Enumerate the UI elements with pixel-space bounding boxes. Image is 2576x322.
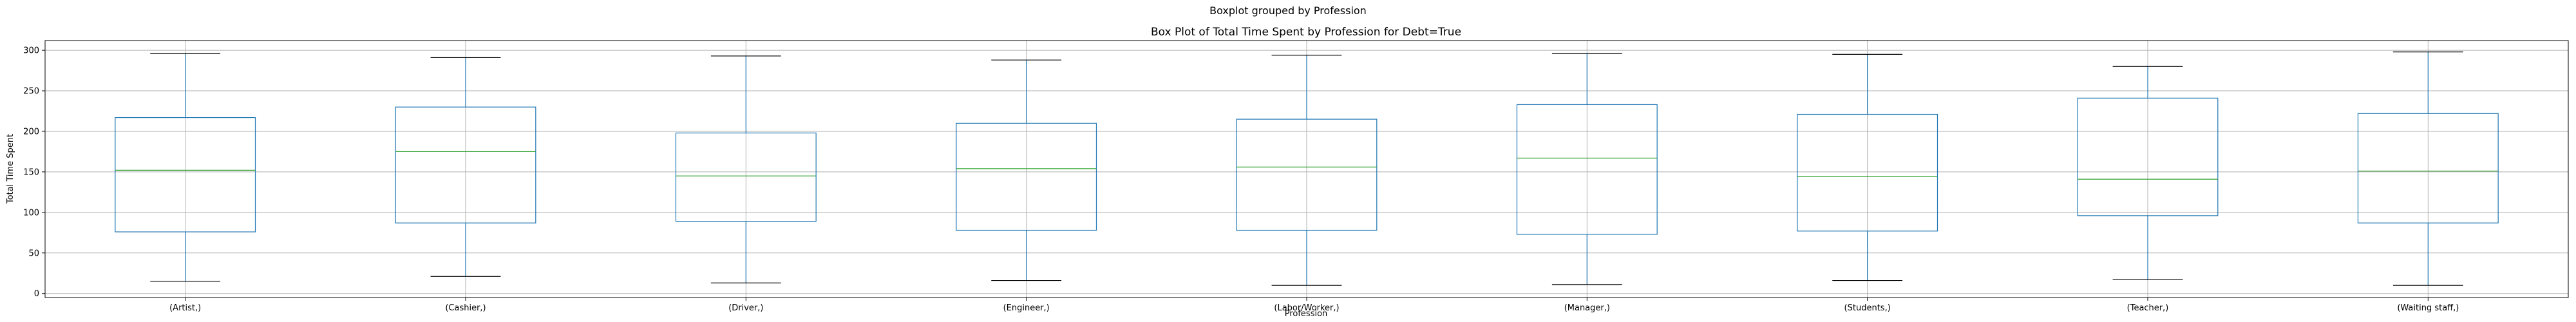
y-tick-label: 300 xyxy=(23,46,39,56)
y-axis-label: Total Time Spent xyxy=(6,134,15,204)
box-body xyxy=(1516,104,1658,235)
x-tick-label: (Teacher,) xyxy=(2127,303,2169,313)
box-body xyxy=(2357,113,2499,223)
box-body xyxy=(1797,113,1938,232)
box-body xyxy=(956,122,1097,231)
x-tick-label: (Driver,) xyxy=(728,303,763,313)
y-tick-label: 150 xyxy=(23,167,39,177)
box-group xyxy=(956,59,1097,281)
box-group xyxy=(2357,52,2499,286)
x-tick-label: (Students,) xyxy=(1844,303,1891,313)
box-group xyxy=(395,57,536,277)
box-group xyxy=(115,53,256,282)
box-group xyxy=(1236,55,1378,286)
box-body xyxy=(675,132,817,222)
box-group xyxy=(675,55,817,283)
y-tick-label: 100 xyxy=(23,208,39,218)
y-tick-label: 0 xyxy=(34,289,39,299)
x-tick-label: (Labor/Worker,) xyxy=(1274,303,1339,313)
box-body xyxy=(2077,97,2219,216)
box-body xyxy=(395,106,536,223)
x-axis-label: Profession xyxy=(1285,309,1328,319)
box-body xyxy=(115,117,256,232)
x-tick-label: (Manager,) xyxy=(1564,303,1610,313)
x-tick-label: (Artist,) xyxy=(169,303,201,313)
chart-title: Box Plot of Total Time Spent by Professi… xyxy=(1151,26,1461,39)
x-tick-label: (Cashier,) xyxy=(445,303,486,313)
figure-suptitle: Boxplot grouped by Profession xyxy=(1209,5,1367,17)
x-tick-label: (Engineer,) xyxy=(1003,303,1050,313)
y-tick-label: 50 xyxy=(28,249,39,258)
boxes xyxy=(115,52,2499,286)
tick-marks: 0 50 100 150 200 250 300 (Artist,) (Cashier,) (Dr… xyxy=(23,46,2459,313)
box-body xyxy=(1236,118,1378,231)
y-tick-label: 250 xyxy=(23,87,39,97)
y-tick-label: 200 xyxy=(23,127,39,137)
box-group xyxy=(1797,53,1938,281)
box-group xyxy=(1516,53,1658,285)
x-tick-label: (Waiting staff,) xyxy=(2397,303,2459,313)
plot-area-frame xyxy=(44,40,2569,298)
box-group xyxy=(2077,66,2219,280)
